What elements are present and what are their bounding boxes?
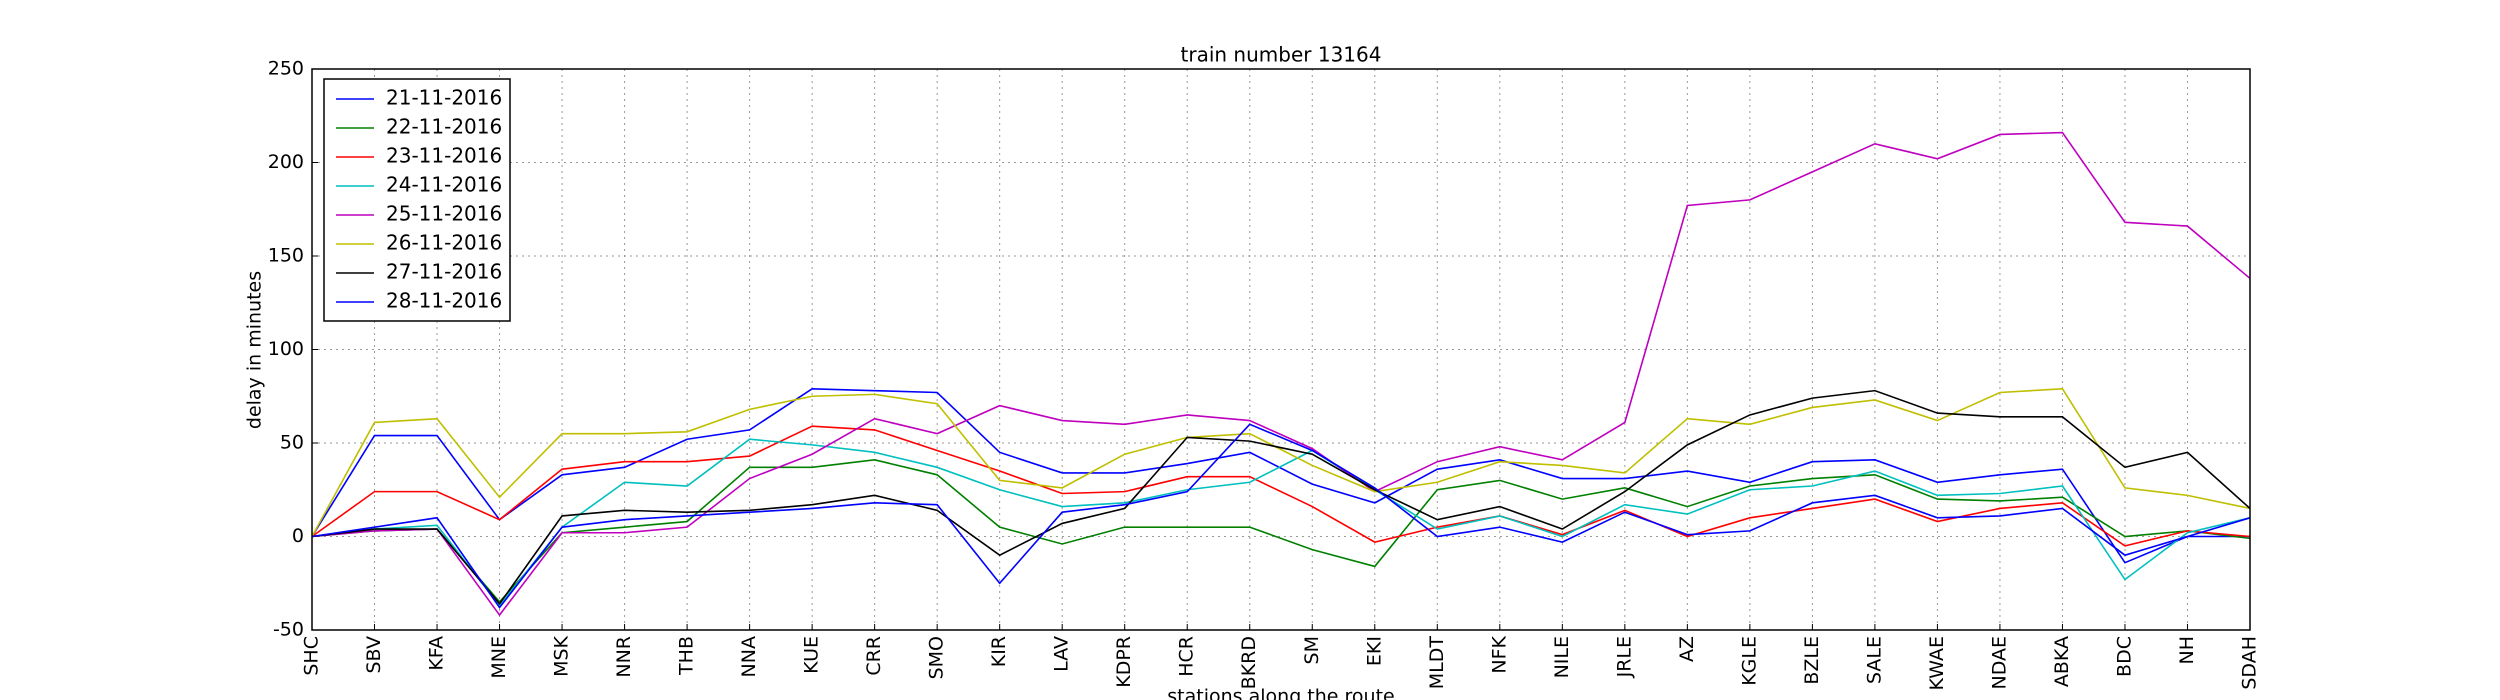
x-tick-label: SMO [926, 636, 948, 679]
x-tick-label: NDAE [1988, 636, 2010, 690]
series-line [311, 387, 2250, 564]
y-tick-label: 200 [268, 151, 304, 173]
x-tick-label: BKRD [1238, 636, 1260, 689]
x-tick-label: THB [676, 636, 698, 676]
series-line [311, 387, 2251, 537]
series-line [311, 389, 2251, 606]
x-tick-label: AZ [1676, 636, 1698, 662]
x-tick-label: KDPR [1113, 636, 1135, 688]
y-tick-label: -50 [273, 619, 304, 641]
legend-label: 28-11-2016 [386, 289, 502, 313]
x-tick-label: NNA [738, 636, 760, 677]
x-tick-label: ABKA [2051, 636, 2073, 687]
x-tick-label: NH [2176, 636, 2198, 665]
y-axis-label: delay in minutes [244, 271, 266, 429]
series-line [311, 131, 2251, 617]
x-tick-label: KIR [988, 636, 1010, 667]
y-tick-label: 100 [268, 338, 304, 360]
series-line [311, 425, 2251, 547]
x-tick-label: BZLE [1801, 636, 1823, 685]
y-tick-label: 50 [280, 432, 304, 454]
legend-label: 25-11-2016 [386, 202, 502, 226]
x-tick-label: NNR [613, 636, 635, 678]
y-tick-label: 250 [268, 58, 304, 80]
x-tick-label: SM [1301, 636, 1323, 664]
legend-label: 24-11-2016 [386, 173, 502, 197]
x-tick-label: SDAH [2239, 636, 2261, 690]
x-tick-label: KWAE [1926, 636, 1948, 691]
x-tick-label: EKI [1363, 636, 1385, 666]
chart-title: train number 13164 [1181, 43, 1382, 67]
x-tick-label: MLDT [1426, 636, 1448, 690]
legend-label: 22-11-2016 [386, 115, 502, 139]
series-line [311, 459, 2251, 604]
x-tick-label: CRR [863, 636, 885, 676]
x-tick-label: NILE [1551, 636, 1573, 678]
x-tick-label: KUE [801, 636, 823, 674]
x-tick-label: MSK [551, 635, 573, 676]
x-tick-label: NFK [1488, 635, 1510, 673]
series-line [311, 438, 2251, 607]
legend-label: 23-11-2016 [386, 144, 502, 168]
plot-frame [311, 68, 2251, 631]
legend-box [323, 78, 511, 322]
series-line [311, 423, 2251, 609]
x-tick-label: SBV [363, 636, 385, 674]
x-tick-label: LAV [1051, 636, 1073, 672]
legend-label: 26-11-2016 [386, 231, 502, 255]
x-tick-label: KGLE [1738, 636, 1760, 686]
x-tick-label: MNE [488, 636, 510, 679]
legend-label: 27-11-2016 [386, 260, 502, 284]
x-tick-label: KFA [426, 636, 448, 671]
legend-label: 21-11-2016 [386, 86, 502, 110]
x-tick-label: BDC [2113, 636, 2135, 677]
y-tick-label: 0 [292, 525, 304, 547]
x-axis-label: stations along the route [1167, 686, 1394, 700]
x-tick-label: JRLE [1613, 636, 1635, 678]
x-tick-label: SHC [301, 636, 323, 676]
x-tick-label: SALE [1863, 636, 1885, 684]
x-tick-label: HCR [1176, 636, 1198, 677]
y-tick-label: 150 [268, 245, 304, 267]
